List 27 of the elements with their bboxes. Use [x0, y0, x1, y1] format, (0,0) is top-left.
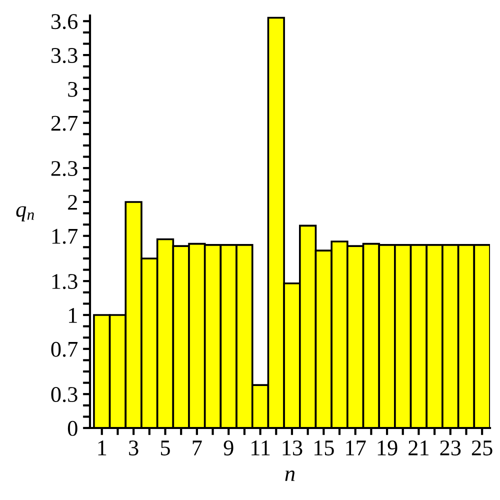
y-tick-label: 0	[68, 420, 78, 436]
x-axis-title: n	[285, 470, 295, 481]
x-tick-label: 21	[408, 440, 428, 456]
x-tick-label: 7	[192, 440, 202, 456]
x-tick-label: 13	[282, 440, 302, 456]
y-axis-title: q$_{n}$	[16, 206, 34, 222]
y-tick-label: 0.7	[51, 342, 78, 357]
x-tick-label: 3	[129, 440, 138, 456]
x-tick-label: 25	[472, 440, 492, 456]
y-tick-label: 1.3	[52, 274, 78, 290]
y-tick-label: 2.7	[51, 116, 78, 131]
x-tick-label: 1	[98, 440, 106, 456]
x-tick-label: 17	[346, 440, 366, 456]
y-tick-label: 3.6	[51, 14, 78, 30]
y-tick-label: 1	[69, 308, 77, 323]
x-tick-label: 9	[224, 440, 234, 456]
x-tick-label: 19	[378, 440, 398, 456]
y-tick-label: 2	[68, 194, 77, 210]
y-tick-label: 0.3	[51, 387, 78, 402]
x-tick-label: 15	[314, 440, 334, 456]
y-tick-label: 2.3	[51, 161, 78, 176]
x-tick-label: 11	[252, 440, 270, 456]
y-tick-label: 1.7	[52, 228, 78, 244]
y-tick-label: 3.3	[51, 48, 78, 64]
x-tick-label: 23	[440, 440, 461, 456]
y-tick-label: 3	[68, 82, 78, 97]
x-tick-label: 5	[160, 440, 170, 456]
